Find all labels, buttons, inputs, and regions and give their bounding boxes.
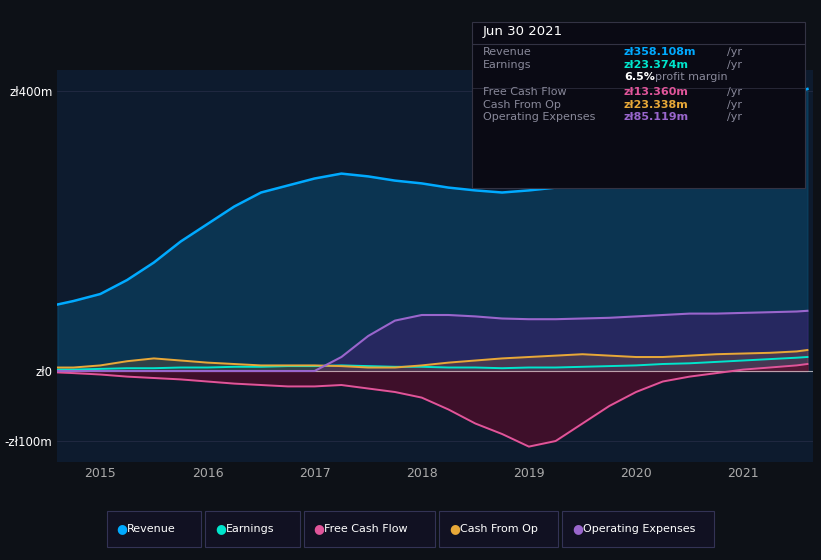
Text: Operating Expenses: Operating Expenses bbox=[583, 524, 695, 534]
Text: ●: ● bbox=[215, 522, 226, 535]
Text: ●: ● bbox=[117, 522, 127, 535]
Text: ●: ● bbox=[449, 522, 460, 535]
Text: Earnings: Earnings bbox=[226, 524, 274, 534]
Text: ●: ● bbox=[314, 522, 324, 535]
Text: Cash From Op: Cash From Op bbox=[460, 524, 538, 534]
Text: /yr: /yr bbox=[727, 112, 741, 122]
Text: Earnings: Earnings bbox=[483, 60, 531, 71]
Text: Revenue: Revenue bbox=[483, 47, 531, 57]
Text: zł23.374m: zł23.374m bbox=[624, 60, 689, 71]
Text: zł85.119m: zł85.119m bbox=[624, 112, 689, 122]
Text: zł13.360m: zł13.360m bbox=[624, 87, 689, 97]
Text: /yr: /yr bbox=[727, 100, 741, 110]
Text: ●: ● bbox=[572, 522, 583, 535]
Text: /yr: /yr bbox=[727, 47, 741, 57]
Text: zł358.108m: zł358.108m bbox=[624, 47, 696, 57]
Text: Cash From Op: Cash From Op bbox=[483, 100, 561, 110]
Text: /yr: /yr bbox=[727, 87, 741, 97]
Text: /yr: /yr bbox=[727, 60, 741, 71]
Text: Free Cash Flow: Free Cash Flow bbox=[324, 524, 408, 534]
Text: profit margin: profit margin bbox=[655, 72, 727, 82]
Text: Operating Expenses: Operating Expenses bbox=[483, 112, 595, 122]
Text: Revenue: Revenue bbox=[127, 524, 176, 534]
Text: Free Cash Flow: Free Cash Flow bbox=[483, 87, 566, 97]
Text: zł23.338m: zł23.338m bbox=[624, 100, 689, 110]
Text: 6.5%: 6.5% bbox=[624, 72, 655, 82]
Text: Jun 30 2021: Jun 30 2021 bbox=[483, 25, 563, 38]
